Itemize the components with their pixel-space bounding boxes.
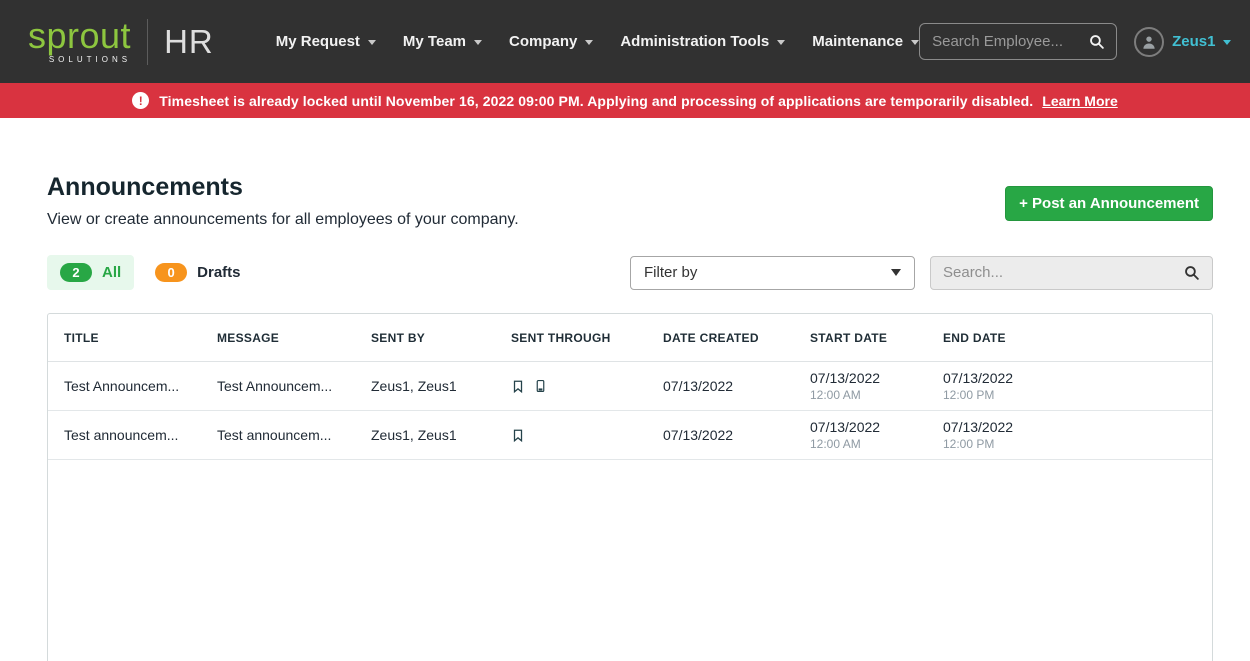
post-announcement-button[interactable]: + Post an Announcement — [1005, 186, 1213, 221]
filter-by-select[interactable]: Filter by — [630, 255, 915, 290]
column-header-message: MESSAGE — [217, 330, 280, 345]
all-count-badge: 2 — [60, 263, 92, 282]
cell-message: Test announcem... — [217, 427, 332, 443]
cell-sent-by: Zeus1, Zeus1 — [371, 378, 457, 394]
column-header-sent-by: SENT BY — [371, 330, 426, 345]
search-icon[interactable] — [1088, 33, 1105, 50]
cell-start-date: 07/13/2022 12:00 AM — [810, 370, 881, 402]
nav-item-label: Maintenance — [812, 33, 904, 50]
filter-by-value: Filter by — [644, 264, 698, 281]
chevron-down-icon — [911, 40, 920, 45]
column-header-end-date: END DATE — [943, 330, 1006, 345]
table-row[interactable]: Test Announcem... Test Announcem... Zeus1,… — [48, 362, 1212, 411]
avatar — [1134, 26, 1165, 57]
cell-title: Test Announcem... — [64, 378, 180, 394]
cell-date-created: 07/13/2022 — [663, 427, 734, 443]
page-header: Announcements View or create announcemen… — [47, 172, 1213, 229]
column-header-start-date: START DATE — [810, 330, 888, 345]
tab-drafts-label: Drafts — [197, 264, 241, 281]
nav-item-label: Company — [509, 33, 578, 50]
table-body: Test Announcem... Test Announcem... Zeus1,… — [48, 362, 1212, 460]
column-header-sent-through: SENT THROUGH — [511, 330, 611, 345]
nav-item-my-team[interactable]: My Team — [403, 33, 482, 50]
nav-item-administration-tools[interactable]: Administration Tools — [620, 33, 786, 50]
logo-divider — [147, 18, 149, 65]
username: Zeus1 — [1172, 33, 1216, 50]
chevron-down-icon — [367, 40, 376, 45]
brand-wordmark-main: sprout — [28, 15, 132, 56]
employee-search-input[interactable] — [932, 33, 1089, 50]
filter-search-group: Filter by — [630, 255, 1213, 290]
nav-item-label: My Team — [402, 33, 466, 50]
chevron-down-icon — [474, 40, 482, 45]
brand-wordmark: sprout SOLUTIONS — [28, 15, 132, 65]
mobile-icon — [534, 377, 547, 395]
cell-sent-through — [511, 427, 663, 444]
chevron-down-icon — [777, 40, 786, 45]
column-header-date-created: DATE CREATED — [663, 330, 759, 345]
chevron-down-icon — [585, 40, 594, 45]
table-row[interactable]: Test announcem... Test announcem... Zeus1,… — [48, 411, 1212, 460]
tab-all[interactable]: 2 All — [47, 255, 135, 290]
cell-message: Test Announcem... — [217, 378, 333, 394]
cell-start-date: 07/13/2022 12:00 AM — [810, 419, 881, 451]
chevron-down-icon — [1223, 40, 1232, 45]
table-search[interactable] — [930, 255, 1213, 290]
tab-drafts[interactable]: 0 Drafts — [142, 255, 253, 290]
brand-wordmark-sub: SOLUTIONS — [48, 55, 132, 64]
nav-item-label: My Request — [275, 33, 360, 50]
employee-search[interactable] — [919, 23, 1118, 60]
table-search-input[interactable] — [943, 264, 1183, 281]
dropdown-arrow-icon — [891, 269, 901, 276]
tab-all-label: All — [102, 264, 122, 281]
search-icon[interactable] — [1183, 264, 1200, 281]
learn-more-link[interactable]: Learn More — [1042, 92, 1118, 109]
nav-item-label: Administration Tools — [620, 33, 770, 50]
column-header-title: TITLE — [64, 330, 99, 345]
list-controls: 2 All 0 Drafts Filter by — [47, 255, 1213, 290]
announcements-table: TITLE MESSAGE SENT BY SENT THROUGH DATE … — [47, 313, 1213, 661]
nav-item-my-request[interactable]: My Request — [276, 33, 376, 50]
alert-icon: ! — [132, 92, 150, 109]
announcements-page: Announcements View or create announcemen… — [0, 118, 1250, 661]
user-icon — [1143, 35, 1155, 49]
bookmark-icon — [511, 378, 525, 395]
nav-item-maintenance[interactable]: Maintenance — [812, 33, 920, 50]
main-nav: My Request My Team Company Administratio… — [276, 33, 920, 50]
cell-date-created: 07/13/2022 — [663, 378, 734, 394]
user-menu[interactable]: Zeus1 — [1134, 26, 1232, 57]
page-header-text: Announcements View or create announcemen… — [47, 172, 519, 229]
cell-end-date: 07/13/2022 12:00 PM — [943, 370, 1014, 402]
page-subtitle: View or create announcements for all emp… — [47, 211, 519, 228]
cell-sent-by: Zeus1, Zeus1 — [371, 427, 457, 443]
drafts-count-badge: 0 — [155, 263, 188, 282]
alert-message: Timesheet is already locked until Novemb… — [159, 92, 1034, 109]
product-name: HR — [164, 22, 214, 60]
brand-logo[interactable]: sprout SOLUTIONS HR — [28, 15, 214, 65]
nav-item-company[interactable]: Company — [509, 33, 594, 50]
alert-banner: ! Timesheet is already locked until Nove… — [0, 83, 1250, 118]
page-title: Announcements — [47, 173, 243, 201]
top-navbar: sprout SOLUTIONS HR My Request My Team C… — [0, 0, 1250, 83]
tabs: 2 All 0 Drafts — [47, 255, 254, 290]
cell-end-date: 07/13/2022 12:00 PM — [943, 419, 1014, 451]
table-header: TITLE MESSAGE SENT BY SENT THROUGH DATE … — [48, 314, 1212, 362]
cell-sent-through — [511, 377, 663, 395]
bookmark-icon — [511, 427, 525, 444]
cell-title: Test announcem... — [64, 427, 179, 443]
